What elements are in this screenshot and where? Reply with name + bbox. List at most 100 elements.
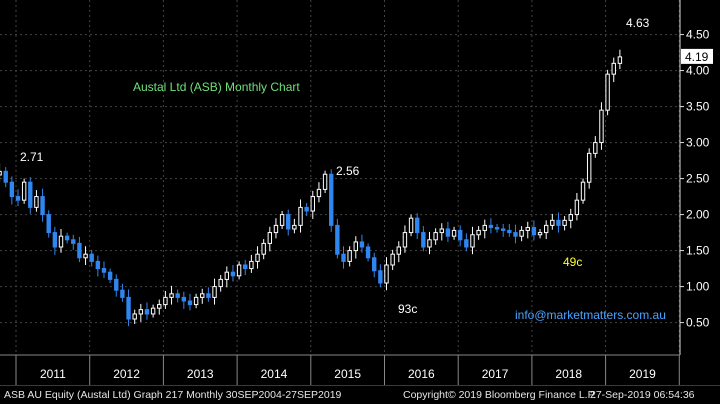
footer-copyright: Copyright© 2019 Bloomberg Finance L.P. <box>403 389 597 401</box>
candle <box>89 249 94 267</box>
candle <box>193 293 199 309</box>
candle <box>617 49 623 70</box>
candle-body-down <box>500 228 506 231</box>
candle <box>408 214 414 237</box>
candle-body-down <box>243 264 248 270</box>
candle <box>513 224 518 244</box>
candle-body-down <box>3 170 8 183</box>
x-tick-label: 2011 <box>40 367 66 381</box>
candle <box>249 254 254 273</box>
candle-body-down <box>95 260 101 270</box>
x-tick-label: 2016 <box>408 367 435 381</box>
candle-body-up <box>390 253 395 266</box>
candle <box>353 236 358 259</box>
candle <box>488 218 494 234</box>
chart-grid <box>0 0 680 355</box>
candle <box>15 189 21 206</box>
candle <box>384 257 389 291</box>
candle-body-up <box>298 206 303 226</box>
x-tick-label: 2018 <box>555 367 582 381</box>
candle-body-up <box>157 304 162 309</box>
candle-body-up <box>427 239 432 248</box>
candle-body-down <box>365 246 371 259</box>
candle-body-up <box>58 235 64 248</box>
candle-body-up <box>322 173 328 190</box>
candle <box>3 167 8 188</box>
candle-body-down <box>206 293 211 298</box>
candle <box>138 303 144 322</box>
candle <box>562 216 567 231</box>
candle <box>286 209 291 236</box>
candle <box>451 226 457 240</box>
annotation-label: 2.56 <box>336 164 360 178</box>
candle <box>580 178 586 204</box>
candle-body-down <box>15 196 21 201</box>
candle-body-up <box>255 253 260 262</box>
footer-timestamp: 27-Sep-2019 06:54:36 <box>590 389 695 401</box>
candle <box>120 283 125 302</box>
y-tick-label: 1.00 <box>686 280 710 294</box>
candle-body-up <box>396 246 401 255</box>
y-tick-label: 3.50 <box>686 100 710 114</box>
candle <box>322 170 328 193</box>
y-tick-label: 2.50 <box>686 172 710 186</box>
candle-body-up <box>83 253 88 259</box>
candle <box>494 223 500 233</box>
candle <box>421 226 426 252</box>
candle-body-down <box>378 270 383 284</box>
candle-body-down <box>341 253 346 262</box>
annotation-label: 2.71 <box>20 150 44 164</box>
candle-body-up <box>267 232 273 244</box>
candle <box>464 233 469 252</box>
candle-body-down <box>52 232 58 248</box>
candle-body-up <box>224 271 230 280</box>
candle <box>150 304 156 318</box>
candle-body-down <box>9 181 15 198</box>
candle <box>525 221 530 239</box>
candle <box>267 226 273 252</box>
candle <box>574 192 580 221</box>
candle <box>543 220 549 240</box>
candle <box>593 136 598 158</box>
x-axis: 2011 2012 2013 2014 2015 2016 2017 2018 2019 <box>0 354 680 385</box>
x-tick-label: 2019 <box>629 367 656 381</box>
candle-body-up <box>451 229 457 237</box>
y-tick-label: 2.00 <box>686 208 710 222</box>
last-price-box <box>681 48 713 64</box>
candle <box>58 228 64 253</box>
candle-body-up <box>519 229 524 237</box>
candle <box>95 255 101 277</box>
candle-body-up <box>562 219 567 226</box>
x-tick-label: 2013 <box>187 367 214 381</box>
candle <box>77 236 82 263</box>
candle-body-up <box>580 181 586 201</box>
candle <box>224 266 230 288</box>
candle-body-up <box>482 224 487 231</box>
footer-security-info: ASB AU Equity (Austal Ltd) Graph 217 Mon… <box>4 389 342 401</box>
candle <box>335 218 340 259</box>
candle-body-up <box>212 286 217 298</box>
candle-body-up <box>193 296 199 306</box>
candle-body-up <box>525 227 530 231</box>
candle <box>310 190 316 219</box>
candle-body-down <box>77 242 82 259</box>
y-tick-label: 4.00 <box>686 64 710 78</box>
candle <box>64 232 70 244</box>
candle-body-up <box>470 234 475 248</box>
candle <box>126 289 131 327</box>
candle <box>372 252 377 278</box>
candle-body-up <box>138 309 144 315</box>
candle <box>341 246 346 269</box>
candle <box>433 228 438 245</box>
candle-body-down <box>507 229 512 234</box>
candle-body-up <box>543 224 549 234</box>
candle-body-down <box>335 224 340 255</box>
y-tick-label: 4.50 <box>686 28 710 42</box>
candle-body-down <box>286 214 291 230</box>
candle-body-down <box>114 278 119 291</box>
candle-body-up <box>433 232 438 241</box>
candle <box>236 261 242 280</box>
candle <box>114 274 119 297</box>
candle <box>390 249 395 271</box>
candle <box>500 223 506 237</box>
